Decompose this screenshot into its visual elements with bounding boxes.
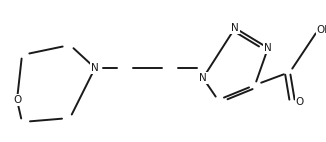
Text: N: N — [231, 23, 239, 33]
Text: O: O — [296, 97, 304, 107]
Text: N: N — [264, 43, 272, 53]
Text: N: N — [199, 73, 207, 83]
Text: N: N — [91, 63, 99, 73]
Text: O: O — [13, 95, 21, 105]
Text: OH: OH — [317, 25, 326, 35]
